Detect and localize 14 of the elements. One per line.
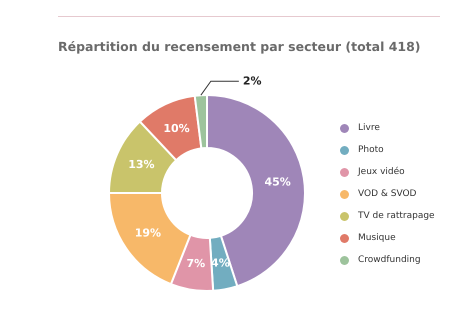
legend-label: VOD & SVOD [358, 189, 416, 199]
data-label: 45% [264, 175, 291, 188]
data-label: 2% [242, 74, 262, 88]
data-label: 10% [163, 122, 190, 135]
legend-label: Livre [358, 123, 380, 133]
data-label: 13% [128, 158, 155, 172]
data-label: 7% [186, 257, 206, 270]
legend-label: Jeux vidéo [358, 167, 405, 177]
legend-label: TV de rattrapage [358, 211, 435, 221]
data-label: 19% [134, 226, 162, 240]
legend-label: Musique [358, 233, 396, 243]
legend-label: Crowdfunding [358, 255, 421, 265]
legend-label: Photo [358, 145, 384, 155]
chart-title: Répartition du recensement par secteur (total 418) [58, 39, 421, 54]
